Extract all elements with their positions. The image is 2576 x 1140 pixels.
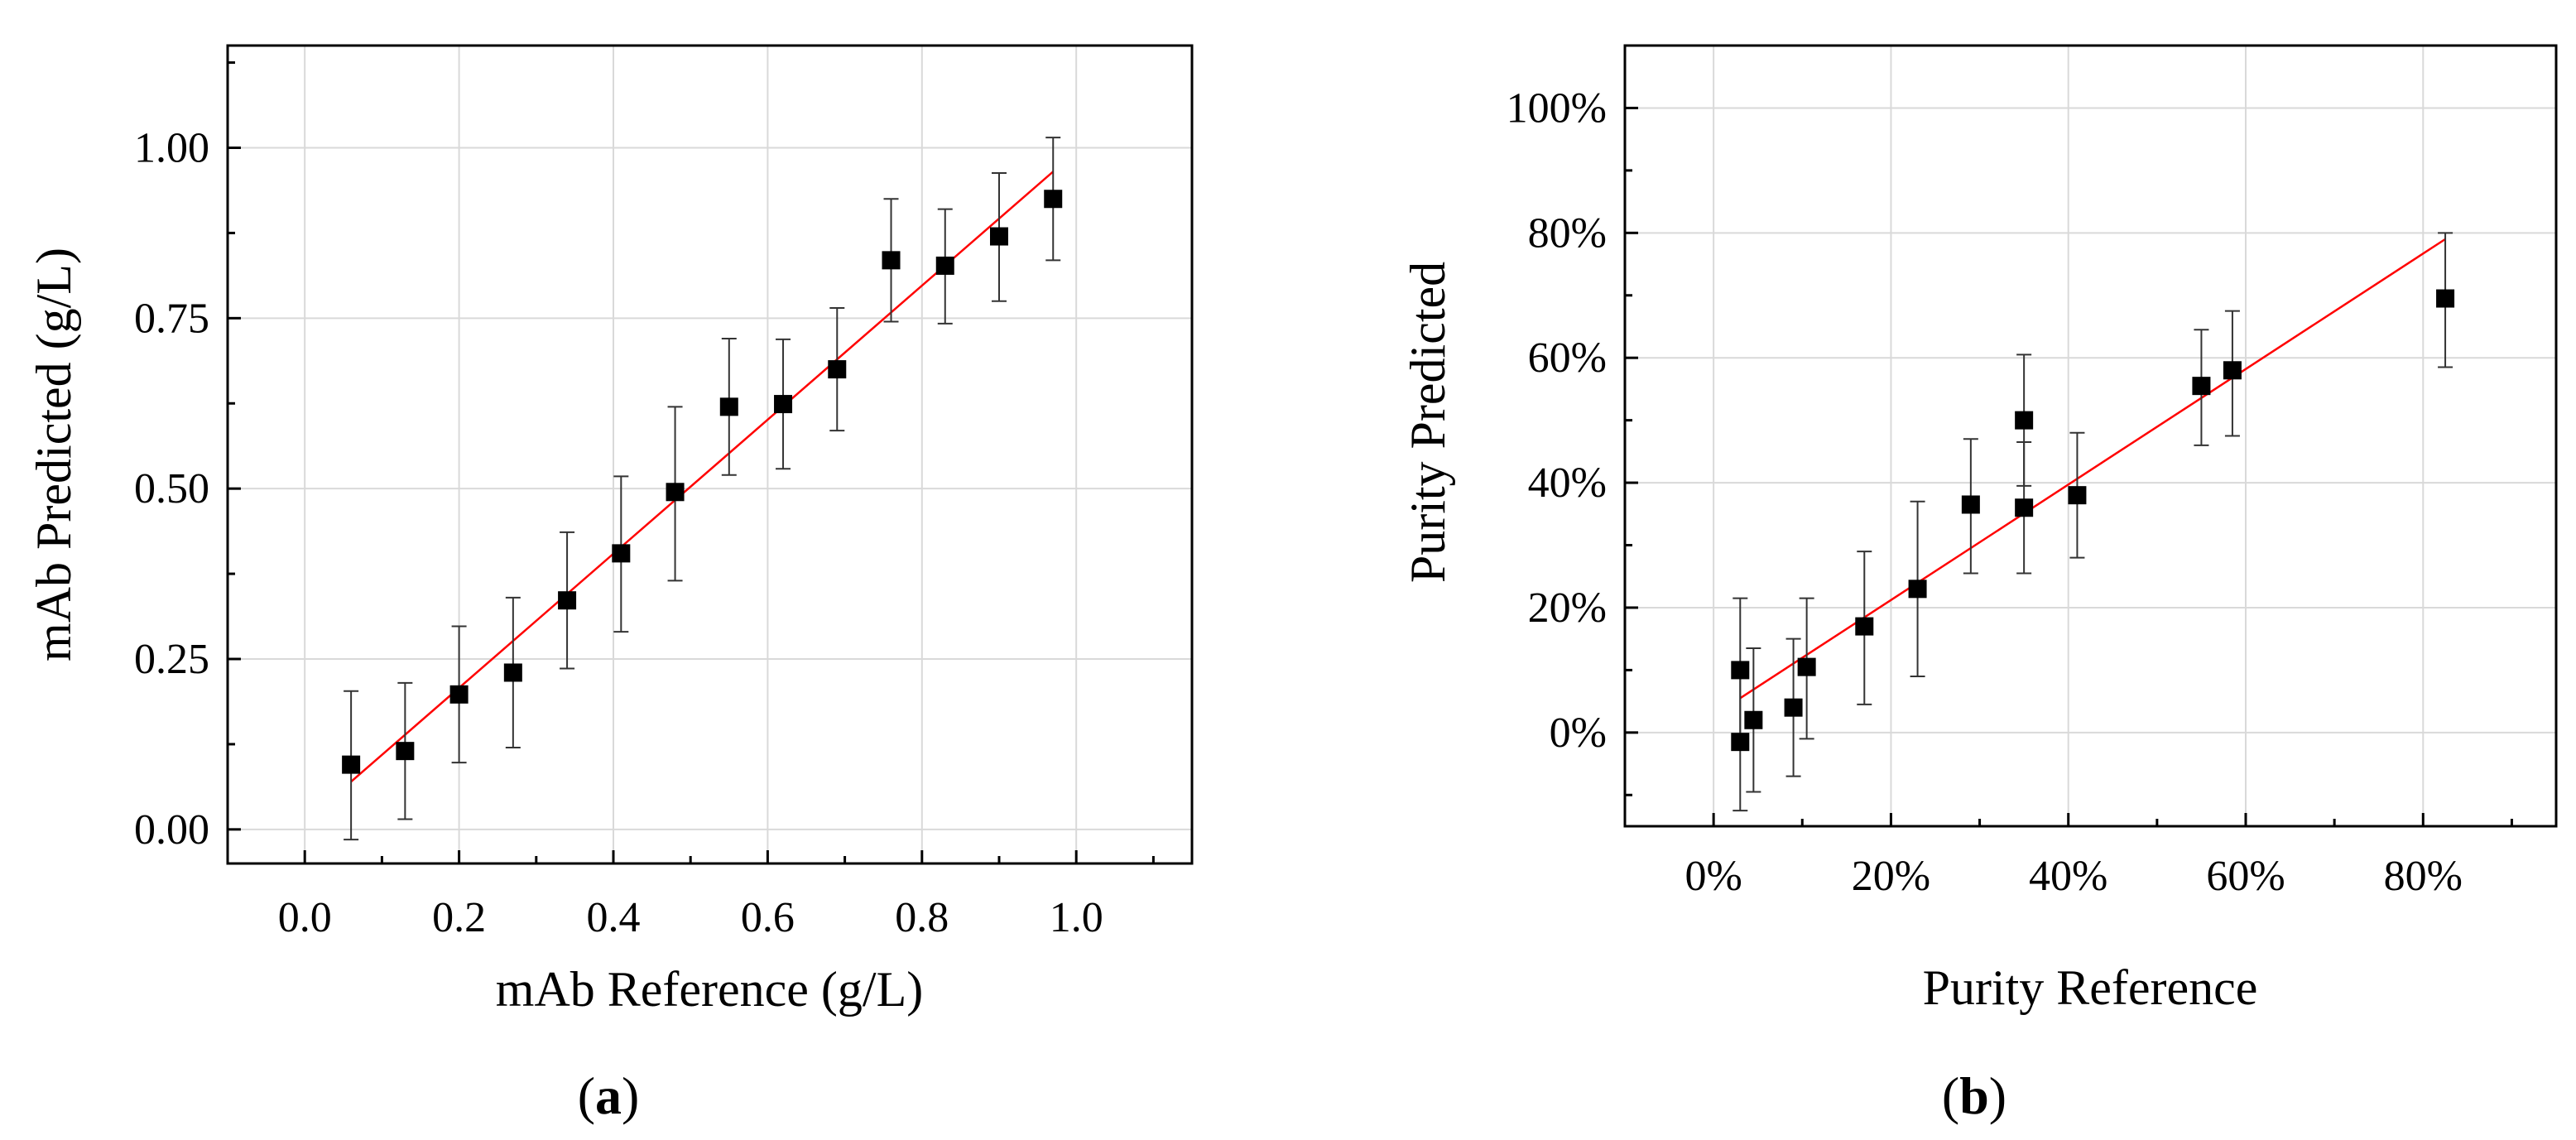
y-tick-label: 0.50 [134,465,209,512]
data-point [774,395,793,414]
data-point [2436,289,2455,308]
data-point [2068,486,2087,505]
data-point [342,755,361,774]
y-tick-label: 100% [1507,84,1607,132]
y-tick-label: 1.00 [134,125,209,172]
data-point [2015,411,2034,430]
data-point [503,663,522,682]
chart-a: 0.0 0.2 0.4 0.6 0.8 1.0 0.00 0.25 0.50 0.75 1.00 mA… [26,44,1194,1125]
data-point [1744,710,1763,729]
data-point [1855,617,1874,636]
x-tick-label: 40% [2029,853,2107,900]
data-point [935,256,954,275]
data-point [1961,495,1980,514]
data-point [2192,377,2211,396]
panel-label: (a) [578,1066,640,1125]
data-point [1731,733,1750,752]
x-tick-label: 20% [1852,853,1930,900]
x-tick-label: 0.6 [741,894,795,941]
x-tick-label: 0% [1684,853,1742,900]
data-point [828,360,847,379]
chart-b: 0% 20% 40% 60% 80% 0% 20% 40% 60% 80% 100% Purity R… [1401,44,2558,1125]
x-tick-label: 1.0 [1050,894,1103,941]
panel-label: (b) [1942,1066,2006,1125]
x-axis-title: Purity Reference [1923,960,2258,1015]
data-point [719,397,738,416]
data-point [990,227,1008,246]
x-tick-label: 80% [2384,853,2463,900]
data-point [396,742,415,761]
x-tick-label: 0.0 [278,894,332,941]
y-axis-title: Purity Predicted [1401,262,1455,583]
y-axis-title: mAb Predicted (g/L) [26,248,81,661]
data-point [882,251,901,270]
data-point [2015,498,2034,517]
y-tick-label: 20% [1528,584,1607,632]
data-point [666,483,685,502]
data-point [612,544,631,563]
data-point [1044,190,1063,209]
x-axis-title: mAb Reference (g/L) [496,962,923,1017]
x-tick-label: 0.4 [587,894,641,941]
data-point [2223,361,2242,380]
data-point [1797,657,1816,676]
x-tick-label: 0.2 [432,894,486,941]
fit-line [1739,238,2446,700]
data-point [1731,661,1750,680]
y-tick-label: 60% [1528,334,1607,382]
x-tick-label: 60% [2206,853,2285,900]
data-point [1784,698,1803,717]
plot-frame [1623,44,2558,828]
y-tick-label: 40% [1528,459,1607,507]
data-point [1908,580,1927,599]
data-point [558,591,577,610]
y-tick-label: 0% [1550,709,1607,757]
plot-frame [226,44,1194,865]
y-tick-label: 0.00 [134,806,209,854]
y-tick-label: 80% [1528,209,1607,257]
data-point [449,685,469,704]
y-tick-label: 0.75 [134,295,209,342]
x-tick-label: 0.8 [895,894,949,941]
y-tick-label: 0.25 [134,636,209,683]
